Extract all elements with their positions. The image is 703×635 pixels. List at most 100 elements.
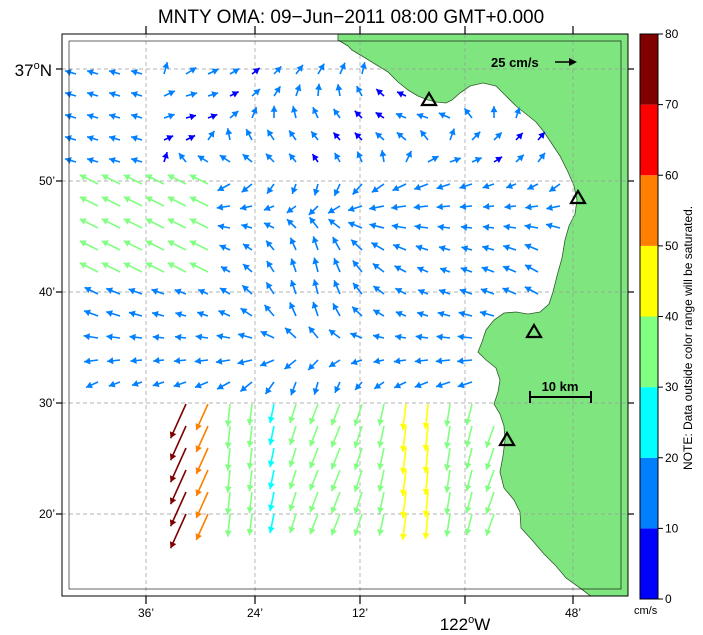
current-vector-head: [84, 286, 92, 294]
current-vector-head: [218, 310, 226, 317]
current-vector-head: [334, 152, 341, 160]
current-vector-head: [435, 357, 443, 365]
current-vector-head: [443, 486, 451, 493]
current-vector-head: [85, 381, 93, 389]
current-vector-head: [65, 69, 72, 76]
current-vector-head: [485, 484, 492, 492]
current-vector-head: [414, 357, 422, 365]
current-vector-head: [174, 333, 182, 341]
current-vector-head: [189, 262, 197, 269]
current-vector: [169, 447, 187, 483]
current-vector-head: [420, 130, 427, 138]
current-vector-head: [373, 285, 381, 293]
current-vector-head: [495, 132, 502, 140]
current-vector-head: [294, 84, 302, 92]
scale-bar: 10 km: [529, 379, 592, 403]
current-vector-head: [208, 130, 215, 138]
current-vector-head: [145, 218, 153, 225]
colorbar-tick-label: 60: [665, 168, 679, 182]
current-vector-head: [415, 244, 423, 252]
radar-station-marker: [420, 90, 438, 107]
current-vector-head: [328, 329, 336, 337]
current-vector-head: [353, 485, 361, 492]
current-vector-head: [309, 217, 316, 225]
current-vector-head: [231, 91, 239, 98]
current-vector-head: [106, 333, 113, 341]
current-vector-head: [263, 222, 271, 229]
current-vector-head: [464, 528, 472, 536]
current-vector-head: [123, 218, 131, 225]
current-vector-head: [253, 88, 261, 96]
current-vector-head: [448, 128, 456, 136]
current-vector-head: [237, 358, 245, 366]
current-vector-head: [242, 243, 250, 251]
current-vector-head: [461, 245, 469, 253]
current-vector-head: [372, 333, 380, 341]
current-vector-head: [246, 440, 254, 448]
current-vector-head: [333, 108, 340, 116]
current-vector-head: [459, 203, 467, 211]
current-vector-head: [373, 309, 381, 316]
current-vector-head: [339, 62, 346, 70]
colorbar-segment: [640, 316, 658, 388]
current-vector-head: [353, 463, 361, 470]
current-vector-head: [396, 132, 404, 139]
reference-vector-label: 25 cm/s: [491, 55, 539, 70]
current-vector-head: [312, 387, 320, 395]
current-vector: [169, 513, 187, 549]
current-vector-head: [240, 384, 248, 392]
lat-label-20: 20’: [39, 507, 55, 521]
current-vector-head: [375, 112, 383, 119]
current-vector-head: [108, 380, 116, 388]
current-vector-head: [443, 464, 451, 471]
current-vector-head: [485, 506, 492, 514]
current-vector-head: [267, 438, 275, 446]
current-vector-head: [313, 188, 320, 196]
current-vector-head: [524, 243, 532, 251]
current-vector-head: [274, 86, 281, 94]
current-vector-head: [309, 483, 316, 491]
current-vector-head: [291, 187, 298, 194]
current-vector: [169, 403, 187, 439]
land-layer: [337, 34, 628, 596]
current-vector-head: [101, 196, 109, 203]
current-vector-head: [289, 130, 296, 138]
colorbar-segment: [640, 245, 658, 317]
current-vector-head: [312, 279, 320, 287]
current-vector-head: [168, 90, 175, 97]
current-vector-head: [371, 186, 379, 193]
current-vector-head: [284, 362, 292, 370]
current-vector-head: [288, 438, 296, 445]
current-vector-head: [348, 221, 356, 228]
current-vector-head: [546, 204, 553, 211]
current-vector-head: [246, 506, 254, 514]
current-vector-head: [217, 223, 225, 231]
current-vector-head: [354, 132, 362, 140]
scale-bar-label: 10 km: [542, 379, 579, 394]
current-vector-head: [308, 326, 316, 334]
current-vector-head: [240, 203, 247, 211]
reference-arrow-head: [569, 58, 577, 66]
current-vector-head: [195, 333, 203, 341]
current-vector-head: [79, 240, 87, 247]
current-vector-head: [87, 113, 94, 120]
current-vector-head: [374, 382, 382, 389]
current-vector-head: [312, 257, 320, 265]
current-vector-head: [162, 62, 170, 69]
current-vector-head: [474, 156, 482, 164]
current-vector-head: [219, 288, 227, 295]
current-vector-head: [502, 265, 510, 273]
current-vector-head: [333, 132, 341, 140]
current-vector-head: [377, 529, 385, 536]
current-vector-head: [438, 112, 446, 119]
current-vector-head: [266, 260, 273, 268]
current-vector-head: [485, 462, 492, 470]
current-vector-head: [215, 357, 223, 365]
current-vector-head: [369, 222, 377, 230]
current-vector-head: [216, 333, 224, 341]
current-vector-head: [291, 106, 298, 113]
current-vector-head: [79, 196, 87, 203]
current-vector-head: [437, 310, 445, 318]
longitude-labels: 36’ 24’ 12’ 122oW 48’: [138, 606, 581, 634]
current-vector-head: [379, 150, 387, 157]
